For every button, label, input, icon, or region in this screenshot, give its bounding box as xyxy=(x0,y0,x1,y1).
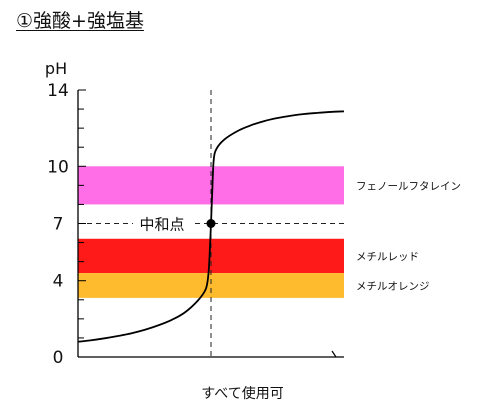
y-axis-label: pH xyxy=(45,59,67,78)
titration-curve-layer xyxy=(77,110,345,343)
equivalence-point-marker xyxy=(206,219,216,228)
x-axis-arrow xyxy=(331,350,337,358)
equivalence-label-bg xyxy=(133,212,191,235)
y-tick-label-10: 10 xyxy=(47,157,69,177)
equivalence-point-label: 中和点 xyxy=(139,216,184,234)
y-tick-label-7: 7 xyxy=(53,215,64,235)
indicator-band-2 xyxy=(78,273,344,298)
indicator-label-2: メチルオレンジ xyxy=(356,280,430,292)
x-axis-caption: すべて使用可 xyxy=(201,386,284,402)
indicator-label-1: メチルレッド xyxy=(356,251,419,263)
y-tick-label-0: 0 xyxy=(53,348,64,368)
y-tick-label-4: 4 xyxy=(53,272,64,292)
chart-title: ①強酸+強塩基 xyxy=(16,10,144,32)
y-tick-label-14: 14 xyxy=(47,81,69,101)
axes xyxy=(77,89,344,358)
indicator-label-0: フェノールフタレイン xyxy=(356,180,461,192)
